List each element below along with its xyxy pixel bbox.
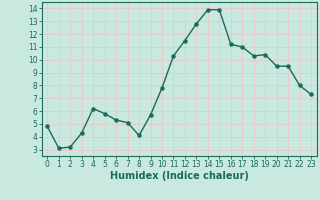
X-axis label: Humidex (Indice chaleur): Humidex (Indice chaleur)	[110, 171, 249, 181]
